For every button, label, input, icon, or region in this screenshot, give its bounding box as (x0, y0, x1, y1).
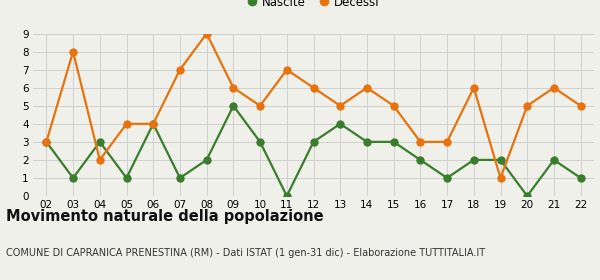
Text: Movimento naturale della popolazione: Movimento naturale della popolazione (6, 209, 323, 224)
Legend: Nascite, Decessi: Nascite, Decessi (243, 0, 384, 13)
Text: COMUNE DI CAPRANICA PRENESTINA (RM) - Dati ISTAT (1 gen-31 dic) - Elaborazione T: COMUNE DI CAPRANICA PRENESTINA (RM) - Da… (6, 248, 485, 258)
